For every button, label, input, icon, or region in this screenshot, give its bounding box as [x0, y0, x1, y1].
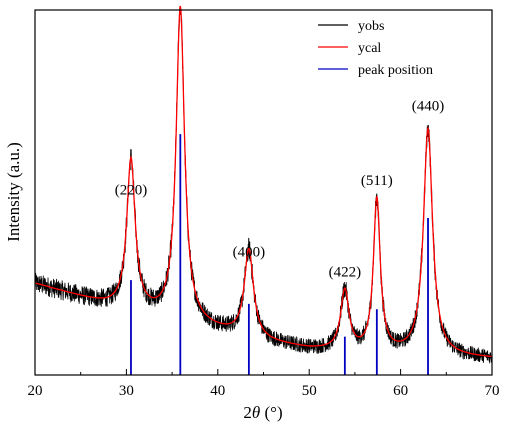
x-tick-label: 40 — [210, 383, 225, 399]
x-axis: 20 30 40 50 60 70 — [28, 369, 500, 399]
legend-label: peak position — [358, 63, 433, 78]
y-axis-label: Intensity (a.u.) — [4, 142, 23, 242]
peak-label: (422) — [329, 264, 362, 280]
x-tick-label: 20 — [28, 383, 43, 399]
legend-label: yobs — [358, 19, 384, 34]
legend-label: ycal — [358, 41, 381, 56]
plot-data-layer — [34, 5, 493, 375]
x-tick-label: 50 — [302, 383, 317, 399]
peak-annotations: (220)(311)(400)(422)(511)(440) — [115, 98, 445, 280]
peak-label: (511) — [361, 173, 393, 189]
series-yobs-line — [34, 6, 493, 364]
peak-label: (440) — [412, 98, 445, 114]
series-ycal-line — [34, 5, 493, 358]
legend: yobs ycal peak position — [318, 19, 433, 78]
peak-label: (220) — [115, 182, 148, 198]
peak-label: (400) — [233, 244, 266, 260]
x-tick-label: 30 — [119, 383, 134, 399]
x-axis-label: 2θ (°) — [243, 403, 282, 422]
x-tick-label: 60 — [393, 383, 408, 399]
x-tick-label: 70 — [485, 383, 500, 399]
